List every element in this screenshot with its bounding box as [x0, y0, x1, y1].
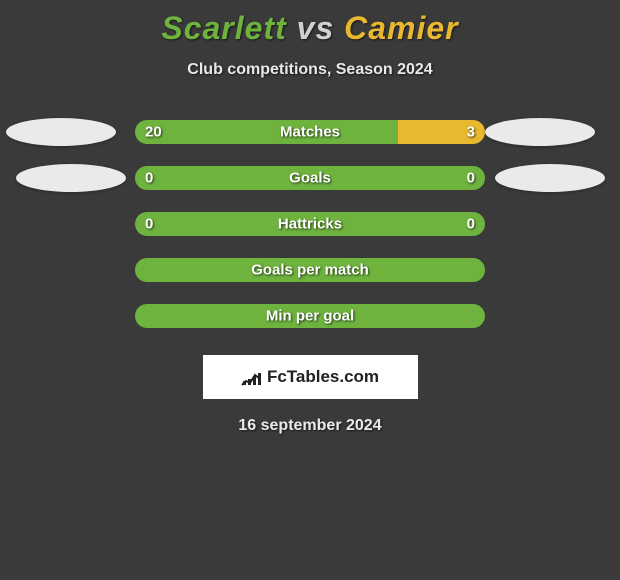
- bar-value-right: 0: [467, 216, 475, 233]
- bar-track: Hattricks00: [135, 212, 485, 236]
- attribution-text: FcTables.com: [267, 367, 379, 387]
- player2-name: Camier: [344, 10, 459, 46]
- bar-fill-left: [135, 212, 485, 236]
- page-title: Scarlett vs Camier: [0, 0, 620, 47]
- side-ellipse: [495, 164, 605, 192]
- attribution-box: FcTables.com: [203, 355, 418, 399]
- stat-row: Goals per match: [0, 247, 620, 293]
- date-text: 16 september 2024: [0, 417, 620, 435]
- bar-value-left: 0: [145, 216, 153, 233]
- bar-value-right: 0: [467, 170, 475, 187]
- bar-track: Matches203: [135, 120, 485, 144]
- stat-row: Hattricks00: [0, 201, 620, 247]
- bar-value-right: 3: [467, 124, 475, 141]
- bar-value-left: 0: [145, 170, 153, 187]
- vs-text: vs: [297, 10, 335, 46]
- fctables-logo-icon: [241, 368, 263, 386]
- subtitle: Club competitions, Season 2024: [0, 61, 620, 79]
- side-ellipse: [16, 164, 126, 192]
- stat-row: Min per goal: [0, 293, 620, 339]
- bar-fill-left: [135, 304, 485, 328]
- bar-fill-left: [135, 258, 485, 282]
- player1-name: Scarlett: [161, 10, 286, 46]
- bar-track: Goals00: [135, 166, 485, 190]
- comparison-infographic: Scarlett vs Camier Club competitions, Se…: [0, 0, 620, 435]
- stat-rows: Matches203Goals00Hattricks00Goals per ma…: [0, 109, 620, 339]
- bar-value-left: 20: [145, 124, 162, 141]
- side-ellipse: [485, 118, 595, 146]
- bar-fill-left: [135, 120, 398, 144]
- bar-fill-left: [135, 166, 485, 190]
- attribution-inner: FcTables.com: [241, 367, 379, 387]
- bar-track: Goals per match: [135, 258, 485, 282]
- side-ellipse: [6, 118, 116, 146]
- bar-track: Min per goal: [135, 304, 485, 328]
